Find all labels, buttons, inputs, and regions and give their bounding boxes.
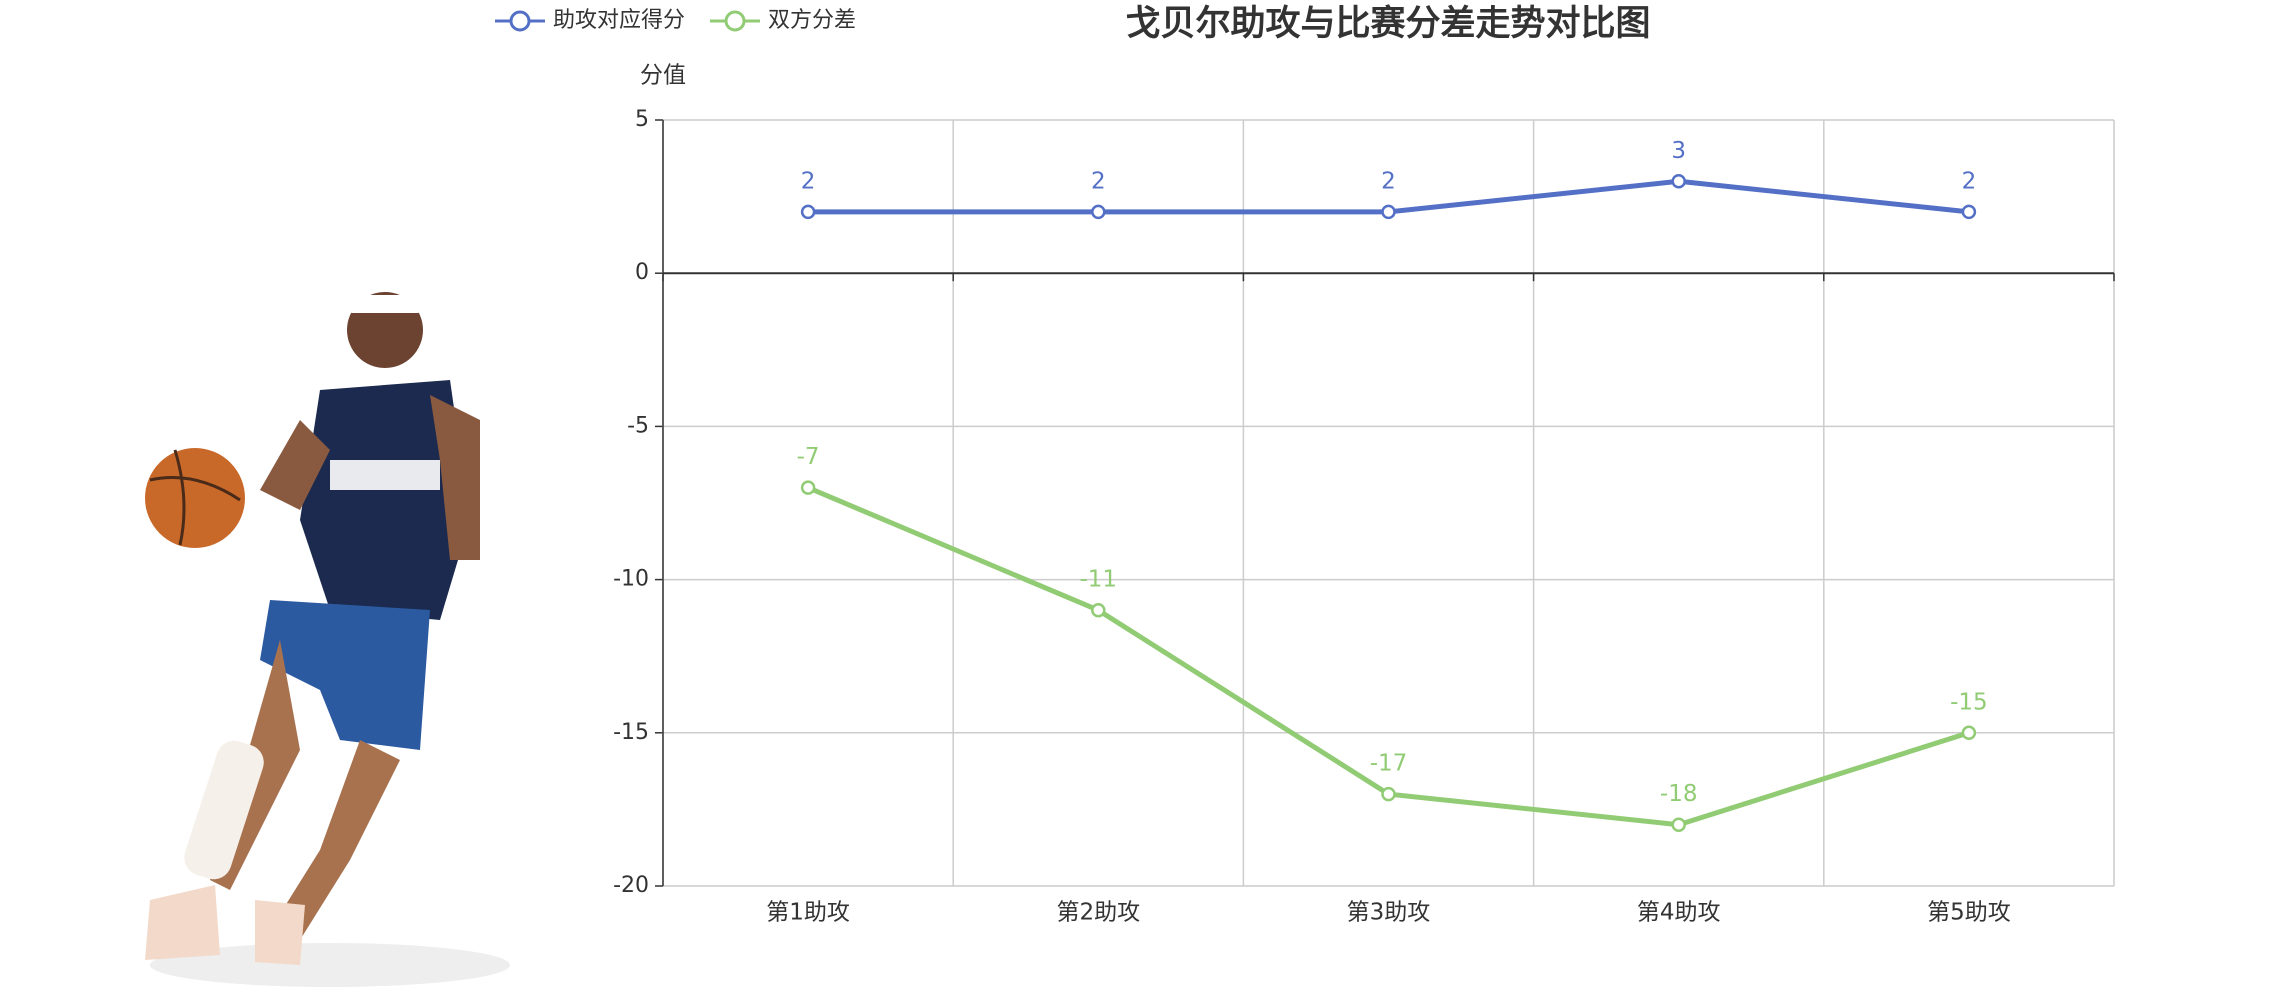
x-tick-label: 第5助攻 (1927, 900, 2011, 926)
y-tick-label: -20 (613, 873, 649, 898)
data-label: -7 (797, 444, 820, 470)
data-label: 2 (1381, 168, 1396, 194)
legend-marker (509, 10, 531, 32)
legend-marker (724, 10, 746, 32)
data-label: -17 (1370, 751, 1408, 777)
y-tick-label: 5 (635, 107, 649, 132)
data-label: 2 (1091, 168, 1106, 194)
x-tick-label: 第1助攻 (766, 900, 850, 926)
y-tick-label: -5 (627, 413, 649, 438)
data-label: -11 (1080, 567, 1118, 593)
point (800, 204, 816, 220)
legend-item: 双方分差 (710, 8, 856, 33)
y-axis-name: 分值 (640, 63, 686, 89)
player-image (145, 292, 510, 987)
y-tick-label: 0 (635, 260, 649, 285)
point (1671, 174, 1686, 189)
legend-item: 助攻对应得分 (495, 8, 685, 33)
data-label: -15 (1950, 689, 1988, 715)
x-tick-label: 第2助攻 (1056, 900, 1140, 926)
point (1961, 725, 1977, 741)
point (1381, 204, 1396, 220)
point (1961, 204, 1977, 220)
point (800, 480, 816, 495)
x-tick-label: 第4助攻 (1637, 900, 1721, 926)
point (1091, 602, 1106, 618)
y-tick-label: -10 (613, 567, 649, 592)
legend-label: 双方分差 (768, 8, 856, 33)
x-tick-label: 第3助攻 (1347, 900, 1431, 926)
point (1671, 817, 1686, 832)
data-label: -18 (1660, 781, 1698, 807)
chart-title: 戈贝尔助攻与比赛分差走势对比图 (1125, 4, 1650, 44)
y-tick-label: -15 (613, 720, 649, 745)
data-label: 2 (801, 168, 816, 194)
point (1381, 786, 1396, 802)
data-label: 2 (1962, 168, 1977, 194)
legend-label: 助攻对应得分 (553, 8, 685, 33)
point (1091, 204, 1106, 220)
data-label: 3 (1671, 138, 1686, 164)
